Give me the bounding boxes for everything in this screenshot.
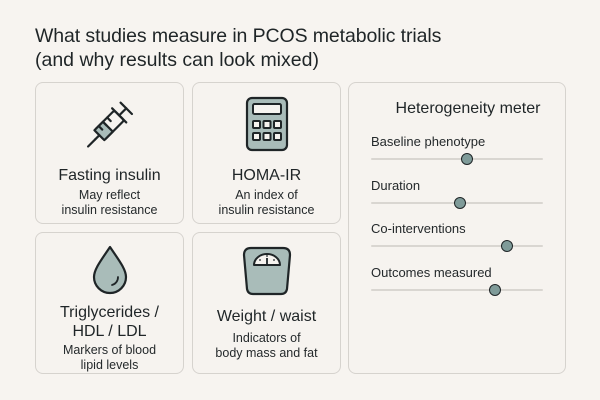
scale-icon: [242, 246, 291, 296]
slider-label: Baseline phenotype: [371, 134, 486, 149]
calculator-icon: [245, 96, 288, 152]
card-desc-line-1: An index of: [235, 188, 298, 202]
syringe-icon: [86, 101, 133, 148]
card-lipids: Triglycerides / HDL / LDL Markers of blo…: [35, 232, 184, 374]
slider-label: Outcomes measured: [371, 265, 492, 280]
slider-outcomes-measured[interactable]: Outcomes measured: [371, 265, 543, 299]
slider-track[interactable]: [371, 158, 543, 160]
slider-label: Co-interventions: [371, 221, 466, 236]
slider-duration[interactable]: Duration: [371, 178, 543, 212]
card-desc-line-1: May reflect: [78, 188, 141, 202]
slider-co-interventions[interactable]: Co-interventions: [371, 221, 543, 255]
slider-track[interactable]: [371, 289, 543, 291]
card-weight-waist: Weight / waist Indicators of body mass a…: [192, 232, 341, 374]
meter-title: Heterogeneity meter: [395, 100, 541, 117]
slider-handle[interactable]: [454, 197, 467, 209]
card-desc-line-2: body mass and fat: [215, 346, 318, 360]
card-desc-line-1: Markers of blood: [62, 343, 157, 357]
card-heading-line-2: HDL / LDL: [72, 323, 147, 340]
card-heading: Weight / waist: [216, 308, 317, 325]
card-heading: HOMA-IR: [231, 167, 302, 184]
card-heading: Fasting insulin: [58, 167, 161, 184]
page-title: What studies measure in PCOS metabolic t…: [35, 24, 441, 72]
slider-track[interactable]: [371, 245, 543, 247]
title-line-2: (and why results can look mixed): [35, 49, 319, 71]
title-line-1: What studies measure in PCOS metabolic t…: [35, 25, 442, 47]
card-desc-line-2: insulin resistance: [218, 203, 315, 217]
card-heading-line-1: Triglycerides /: [60, 304, 159, 321]
card-desc-line-1: Indicators of: [232, 331, 301, 345]
card-desc-line-2: lipid levels: [80, 358, 139, 372]
slider-label: Duration: [371, 178, 421, 193]
slider-baseline-phenotype[interactable]: Baseline phenotype: [371, 134, 543, 168]
card-fasting-insulin: Fasting insulin May reflect insulin resi…: [35, 82, 184, 224]
droplet-icon: [92, 245, 127, 295]
heterogeneity-meter-panel: Heterogeneity meter Baseline phenotype D…: [348, 82, 566, 374]
slider-handle[interactable]: [500, 240, 513, 252]
slider-handle[interactable]: [488, 284, 501, 296]
slider-handle[interactable]: [461, 153, 474, 165]
card-homa-ir: HOMA-IR An index of insulin resistance: [192, 82, 341, 224]
card-desc-line-2: insulin resistance: [61, 203, 158, 217]
